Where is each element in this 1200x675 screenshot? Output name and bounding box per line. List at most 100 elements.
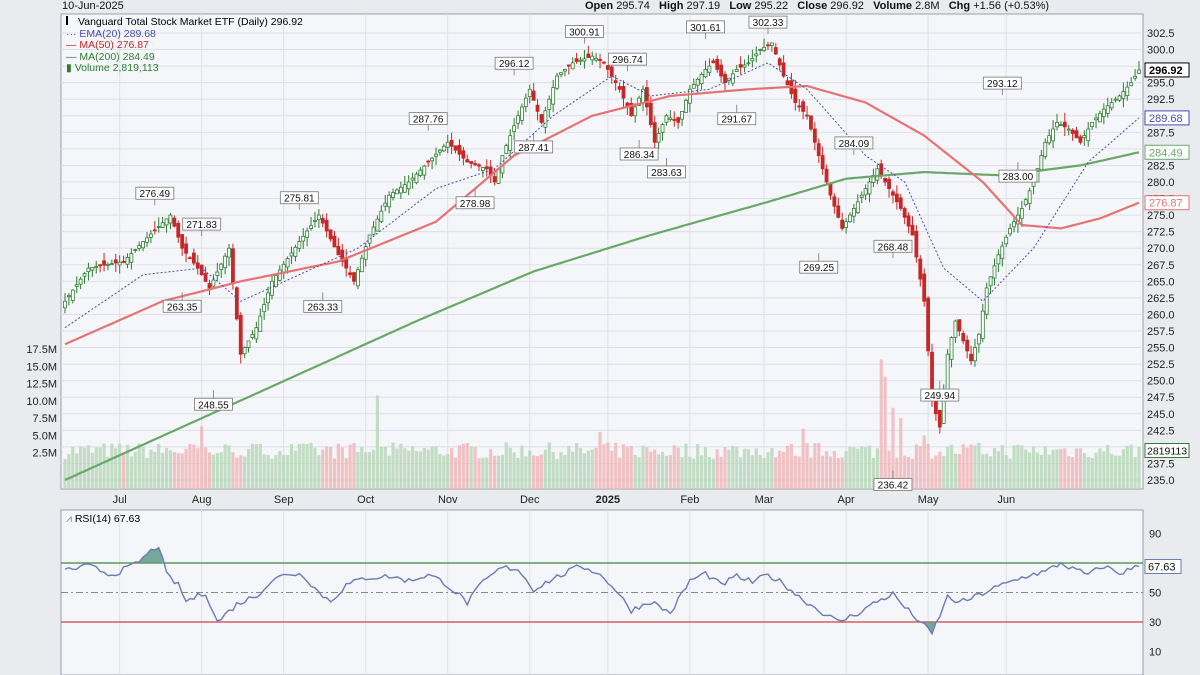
marker-box [455,196,495,210]
volume-bar [317,455,321,489]
price-tick-label: 287.5 [1147,127,1175,139]
candle-body [723,73,727,84]
volume-bar [270,458,274,489]
candle-body [125,257,130,265]
volume-bar [797,456,801,489]
volume-bar [1110,453,1114,489]
rsi-legend: ⩘ RSI(14) 67.63 [66,513,141,525]
volume-bar [539,454,544,489]
volume-bar [1020,445,1024,489]
candle-body [742,64,747,68]
candle-body [1019,208,1024,219]
price-tick-label: 260.0 [1147,309,1175,321]
volume-bar [977,442,981,489]
volume-bar [278,450,282,489]
price-tick-label: 257.5 [1147,326,1175,338]
rsi-line [64,546,1140,636]
price-legend: Vanguard Total Stock Market ETF (Daily) … [66,16,303,75]
volume-bar [1082,453,1086,489]
volume-bar [1098,448,1102,489]
candle-body [176,222,181,238]
volume-bar [313,447,317,489]
candle-body [82,273,87,277]
candle-body [121,261,126,263]
volume-bar [852,447,856,489]
volume-bar [586,450,590,489]
volume-bar [957,453,961,489]
volume-bar [1086,456,1090,489]
volume-bar [668,455,672,489]
price-panel [60,13,1144,490]
marker-label: 271.83 [186,220,217,231]
candle-body [1043,141,1048,158]
volume-bar [399,443,403,489]
marker-box [408,112,448,126]
candle-body [180,234,185,249]
volume-bar [246,449,251,489]
candle-body [727,77,731,81]
month-tick-label: Sep [274,494,294,506]
candle-body [652,122,657,143]
price-tick-label: 265.0 [1147,276,1175,288]
candle-body [777,58,782,66]
candle-body [707,65,712,73]
candle-body [297,241,302,249]
marker-label: 283.63 [651,168,682,179]
candle-body [117,261,122,266]
candle-body [316,214,321,221]
price-tick-label: 270.0 [1147,243,1175,255]
volume-bar [653,449,657,489]
candle-body [984,287,989,315]
candle-body [387,194,392,208]
candle-body [1117,95,1122,101]
candle-body [223,255,228,269]
volume-bar [1059,448,1063,489]
volume-bar [133,451,137,489]
candle-body [430,157,435,162]
candle-body [910,225,915,236]
volume-bar [1090,458,1094,489]
candle-body [605,65,610,70]
volume-bar [364,452,368,489]
volume-bar [598,431,602,489]
candle-body [898,197,903,209]
candle-body [957,319,962,332]
volume-bar [67,454,71,489]
volume-bar [446,454,450,489]
candle-body [621,85,626,99]
volume-bar [481,457,485,489]
candle-body [133,249,138,251]
candle-body [883,178,888,183]
candle-body [438,149,442,153]
volume-bar [106,456,110,489]
marker-box [998,169,1038,183]
month-tick-label: 2025 [596,494,620,506]
candle-body [879,163,884,176]
volume-bar [176,452,180,489]
marker-box [799,260,839,274]
volume-bar [1121,449,1125,489]
volume-bar [461,443,465,489]
volume-bar [1125,445,1129,489]
volume-bar [340,447,344,489]
volume-bar [368,452,372,489]
rsi-icon: ⩘ [66,513,75,525]
close-label: Close [797,0,828,12]
candle-body [324,219,329,232]
candle-body [852,208,856,217]
candle-body [664,115,669,123]
low-value: 295.22 [754,0,789,12]
candle-body [270,280,274,296]
volume-bar [992,448,997,489]
candle-body [109,263,114,266]
volume-bar [571,451,575,489]
candle-body [562,69,567,72]
volume-bar [707,456,711,489]
volume-bar [680,457,684,489]
last-value-tag [1144,144,1190,160]
candle-body [195,262,200,269]
volume-bar [1113,455,1118,489]
volume-bar [1031,446,1036,489]
low-label: Low [729,0,752,12]
